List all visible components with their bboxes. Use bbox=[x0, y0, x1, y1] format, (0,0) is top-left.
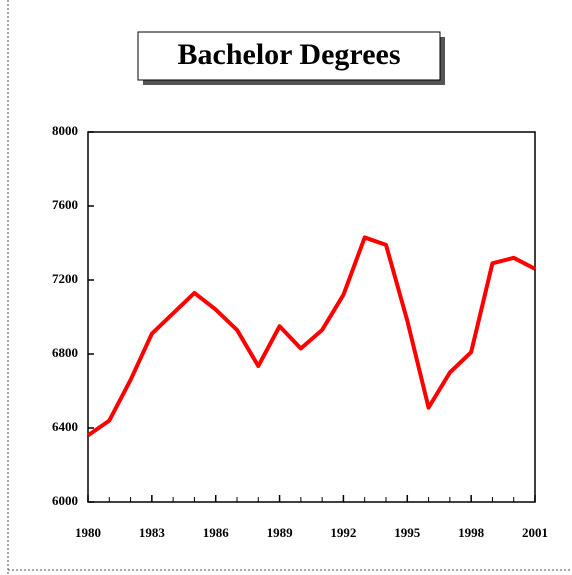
y-tick-label: 6400 bbox=[52, 419, 78, 434]
y-tick-label: 8000 bbox=[52, 123, 78, 138]
chart-title: Bachelor Degrees bbox=[178, 38, 401, 71]
x-tick-label: 1980 bbox=[75, 525, 101, 540]
x-tick-label: 1986 bbox=[203, 525, 230, 540]
x-tick-label: 1992 bbox=[330, 525, 356, 540]
y-tick-label: 7600 bbox=[52, 197, 78, 212]
plot-frame bbox=[87, 131, 536, 503]
y-tick-label: 6000 bbox=[52, 493, 78, 508]
y-tick-label: 7200 bbox=[52, 271, 78, 286]
line-series bbox=[86, 235, 536, 438]
title-box bbox=[137, 31, 441, 81]
x-tick-label: 1998 bbox=[458, 525, 485, 540]
x-tick-label: 2001 bbox=[522, 525, 548, 540]
x-tick-label: 1995 bbox=[394, 525, 421, 540]
x-tick-label: 1983 bbox=[139, 525, 166, 540]
y-tick-label: 6800 bbox=[52, 345, 78, 360]
x-tick-label: 1989 bbox=[267, 525, 294, 540]
